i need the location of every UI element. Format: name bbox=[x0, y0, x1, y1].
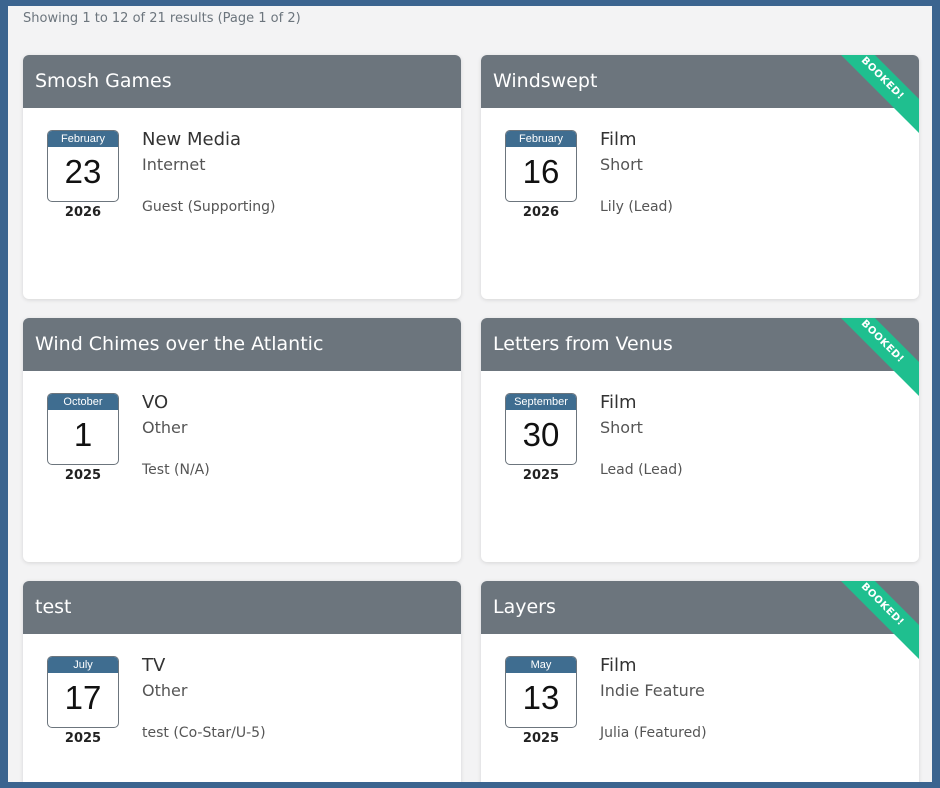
calendar-day: 13 bbox=[522, 679, 560, 716]
calendar-month: February bbox=[506, 131, 576, 147]
project-type: Film bbox=[600, 392, 637, 413]
project-card[interactable]: test July 17 2025 TV Other test (Co-Star/U-5) bbox=[23, 581, 461, 782]
calendar-year: 2026 bbox=[522, 205, 560, 220]
project-type: TV bbox=[142, 655, 166, 676]
calendar-icon: February 16 bbox=[505, 130, 577, 202]
calendar-month: February bbox=[48, 131, 118, 147]
calendar-day: 1 bbox=[73, 416, 93, 453]
project-role: Lily (Lead) bbox=[600, 199, 673, 215]
project-card[interactable]: Letters from Venus September 30 2025 Film Sho… bbox=[481, 318, 919, 562]
calendar-year: 2025 bbox=[522, 731, 560, 746]
project-subtype: Short bbox=[600, 155, 643, 174]
project-role: test (Co-Star/U-5) bbox=[142, 725, 266, 741]
project-card[interactable]: Windswept February 16 2026 Film Short Lily (Le… bbox=[481, 55, 919, 299]
calendar-icon: July 17 bbox=[47, 656, 119, 728]
results-panel: Showing 1 to 12 of 21 results (Page 1 of… bbox=[8, 6, 932, 782]
calendar-year: 2026 bbox=[64, 205, 102, 220]
project-subtype: Short bbox=[600, 418, 643, 437]
project-role: Lead (Lead) bbox=[600, 462, 683, 478]
project-type: Film bbox=[600, 655, 637, 676]
calendar-day: 23 bbox=[64, 153, 102, 190]
project-type: VO bbox=[142, 392, 169, 413]
project-role: Julia (Featured) bbox=[600, 725, 707, 741]
calendar-icon: February 23 bbox=[47, 130, 119, 202]
project-subtype: Other bbox=[142, 681, 188, 700]
calendar-icon: May 13 bbox=[505, 656, 577, 728]
calendar-month: May bbox=[506, 657, 576, 673]
calendar-year: 2025 bbox=[64, 468, 102, 483]
project-role: Guest (Supporting) bbox=[142, 199, 276, 215]
results-summary: Showing 1 to 12 of 21 results (Page 1 of… bbox=[23, 11, 301, 26]
project-subtype: Other bbox=[142, 418, 188, 437]
calendar-year: 2025 bbox=[522, 468, 560, 483]
card-title: Layers bbox=[481, 581, 919, 634]
calendar-year: 2025 bbox=[64, 731, 102, 746]
calendar-month: September bbox=[506, 394, 576, 410]
calendar-icon: October 1 bbox=[47, 393, 119, 465]
calendar-month: October bbox=[48, 394, 118, 410]
project-card[interactable]: Layers May 13 2025 Film Indie Feature Julia (F… bbox=[481, 581, 919, 782]
card-title: Letters from Venus bbox=[481, 318, 919, 371]
project-type: Film bbox=[600, 129, 637, 150]
calendar-day: 30 bbox=[522, 416, 560, 453]
card-title: test bbox=[23, 581, 461, 634]
project-type: New Media bbox=[142, 129, 242, 150]
project-card[interactable]: Wind Chimes over the Atlantic October 1 202… bbox=[23, 318, 461, 562]
calendar-month: July bbox=[48, 657, 118, 673]
project-card[interactable]: Smosh Games February 23 2026 New Media Intern… bbox=[23, 55, 461, 299]
card-title: Smosh Games bbox=[23, 55, 461, 108]
card-title: Wind Chimes over the Atlantic bbox=[23, 318, 461, 371]
calendar-day: 16 bbox=[522, 153, 560, 190]
project-subtype: Indie Feature bbox=[600, 681, 705, 700]
card-title: Windswept bbox=[481, 55, 919, 108]
project-subtype: Internet bbox=[142, 155, 206, 174]
calendar-day: 17 bbox=[64, 679, 102, 716]
project-role: Test (N/A) bbox=[142, 462, 210, 478]
calendar-icon: September 30 bbox=[505, 393, 577, 465]
